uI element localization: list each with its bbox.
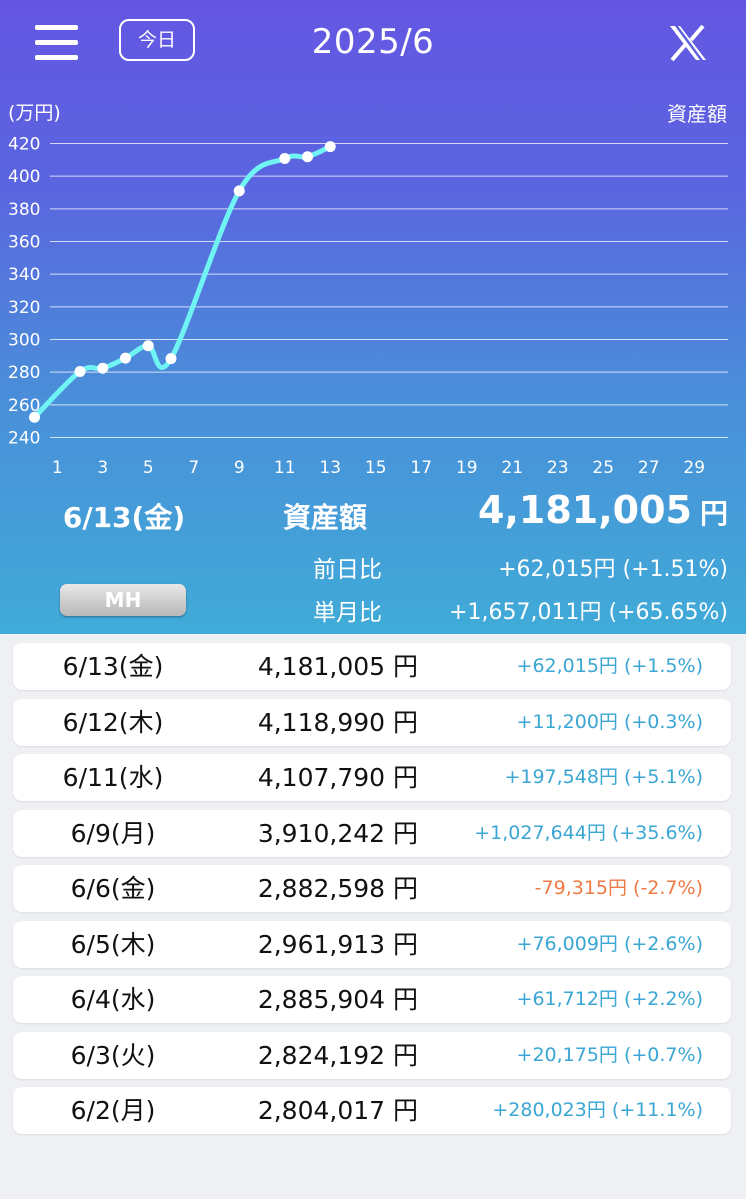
list-item[interactable]: 6/13(金) 4,181,005 円 +62,015円 (+1.5%) bbox=[13, 643, 731, 690]
row-change: +20,175円 (+0.7%) bbox=[516, 1043, 703, 1066]
row-value: 3,910,242 円 bbox=[257, 818, 418, 848]
row-date: 6/6(金) bbox=[70, 874, 156, 903]
data-point bbox=[165, 353, 177, 365]
series-line bbox=[32, 144, 333, 420]
row-date: 6/3(火) bbox=[70, 1040, 156, 1070]
summary-value-number: 4,181,005 bbox=[478, 488, 692, 532]
row-value: 2,824,192 円 bbox=[257, 1040, 418, 1070]
row-date: 6/4(水) bbox=[70, 985, 156, 1014]
row-value: 2,804,017 円 bbox=[257, 1096, 418, 1125]
list-item[interactable]: 6/12(木) 4,118,990 円 +11,200円 (+0.3%) bbox=[13, 698, 731, 746]
x-tick-label: 25 bbox=[592, 458, 614, 478]
today-button[interactable]: 今日 bbox=[119, 19, 195, 61]
x-logo-icon[interactable] bbox=[667, 24, 709, 62]
row-date: 6/12(木) bbox=[62, 707, 164, 737]
data-point bbox=[142, 340, 154, 352]
data-point bbox=[29, 411, 40, 423]
row-value: 4,181,005 円 bbox=[257, 652, 418, 681]
data-point bbox=[302, 151, 313, 163]
chart-unit-label: (万円) bbox=[8, 102, 61, 124]
row-date: 6/13(金) bbox=[62, 652, 164, 681]
row-change: +280,023円 (+11.1%) bbox=[492, 1099, 703, 1121]
row-change: +11,200円 (+0.3%) bbox=[516, 710, 703, 733]
row-date: 6/2(月) bbox=[70, 1096, 156, 1125]
data-point bbox=[233, 185, 245, 197]
day-change-value: +62,015円 (+1.51%) bbox=[498, 557, 728, 582]
row-value: 4,107,790 円 bbox=[257, 763, 418, 792]
mh-button[interactable]: MH bbox=[60, 584, 186, 616]
list-item[interactable]: 6/2(月) 2,804,017 円 +280,023円 (+11.1%) bbox=[13, 1087, 731, 1134]
daily-asset-list: 6/13(金) 4,181,005 円 +62,015円 (+1.5%) 6/12(木… bbox=[13, 643, 731, 1143]
list-item[interactable]: 6/4(水) 2,885,904 円 +61,712円 (+2.2%) bbox=[13, 976, 731, 1023]
month-change-label: 単月比 bbox=[313, 600, 382, 626]
summary-value: 4,181,005 円 bbox=[478, 488, 728, 532]
row-date: 6/11(水) bbox=[62, 763, 164, 792]
summary-yen: 円 bbox=[699, 497, 728, 530]
x-tick-label: 7 bbox=[188, 458, 199, 478]
row-value: 2,961,913 円 bbox=[257, 929, 418, 959]
x-tick-label: 23 bbox=[547, 458, 569, 478]
hamburger-menu-icon[interactable] bbox=[35, 24, 79, 62]
header-chart-panel: 今日 2025/6 (万円) 資産額 420 400 380 360 340 320 300… bbox=[0, 0, 746, 634]
x-tick-label: 15 bbox=[365, 458, 387, 478]
x-tick-label: 1 bbox=[52, 458, 63, 478]
y-tick-label: 240 bbox=[8, 429, 40, 449]
row-change: +197,548円 (+5.1%) bbox=[504, 766, 703, 788]
row-date: 6/5(木) bbox=[70, 929, 156, 959]
list-item[interactable]: 6/9(月) 3,910,242 円 +1,027,644円 (+35.6%) bbox=[13, 809, 731, 857]
y-tick-label: 280 bbox=[8, 363, 40, 383]
x-tick-label: 11 bbox=[274, 458, 296, 478]
row-change: -79,315円 (-2.7%) bbox=[534, 877, 703, 899]
x-tick-label: 27 bbox=[638, 458, 660, 478]
list-item[interactable]: 6/5(木) 2,961,913 円 +76,009円 (+2.6%) bbox=[13, 920, 731, 968]
y-tick-label: 380 bbox=[8, 200, 40, 220]
list-item[interactable]: 6/11(水) 4,107,790 円 +197,548円 (+5.1%) bbox=[13, 754, 731, 801]
row-change: +62,015円 (+1.5%) bbox=[516, 655, 703, 677]
x-tick-label: 13 bbox=[319, 458, 341, 478]
x-tick-label: 21 bbox=[501, 458, 523, 478]
summary-label: 資産額 bbox=[282, 501, 367, 534]
data-point bbox=[324, 141, 336, 153]
row-date: 6/9(月) bbox=[70, 818, 156, 848]
x-tick-label: 9 bbox=[234, 458, 245, 478]
data-point bbox=[120, 352, 131, 364]
row-change: +61,712円 (+2.2%) bbox=[516, 988, 703, 1010]
summary-date: 6/13(金) bbox=[62, 501, 186, 534]
x-tick-label: 19 bbox=[456, 458, 478, 478]
y-tick-label: 320 bbox=[8, 298, 40, 318]
day-change-label: 前日比 bbox=[313, 557, 382, 583]
x-tick-label: 29 bbox=[683, 458, 705, 478]
y-tick-label: 360 bbox=[8, 233, 40, 253]
row-value: 2,885,904 円 bbox=[257, 985, 418, 1014]
month-change-value: +1,657,011円 (+65.65%) bbox=[449, 600, 728, 625]
list-item[interactable]: 6/6(金) 2,882,598 円 -79,315円 (-2.7%) bbox=[13, 865, 731, 912]
y-tick-label: 260 bbox=[8, 396, 40, 416]
x-tick-label: 17 bbox=[410, 458, 432, 478]
chart-series-label: 資産額 bbox=[667, 102, 727, 126]
y-tick-label: 300 bbox=[8, 331, 40, 351]
row-change: +1,027,644円 (+35.6%) bbox=[474, 821, 703, 844]
data-point bbox=[97, 362, 109, 374]
month-title: 2025/6 bbox=[311, 22, 435, 62]
y-tick-label: 420 bbox=[8, 135, 40, 155]
x-tick-label: 5 bbox=[143, 458, 154, 478]
data-point bbox=[279, 153, 291, 165]
row-value: 2,882,598 円 bbox=[257, 874, 418, 903]
list-item[interactable]: 6/3(火) 2,824,192 円 +20,175円 (+0.7%) bbox=[13, 1031, 731, 1079]
row-value: 4,118,990 円 bbox=[257, 707, 418, 737]
row-change: +76,009円 (+2.6%) bbox=[516, 932, 703, 955]
x-tick-label: 3 bbox=[97, 458, 108, 478]
y-tick-label: 340 bbox=[8, 265, 40, 285]
data-point bbox=[74, 366, 86, 378]
y-tick-label: 400 bbox=[8, 167, 40, 187]
